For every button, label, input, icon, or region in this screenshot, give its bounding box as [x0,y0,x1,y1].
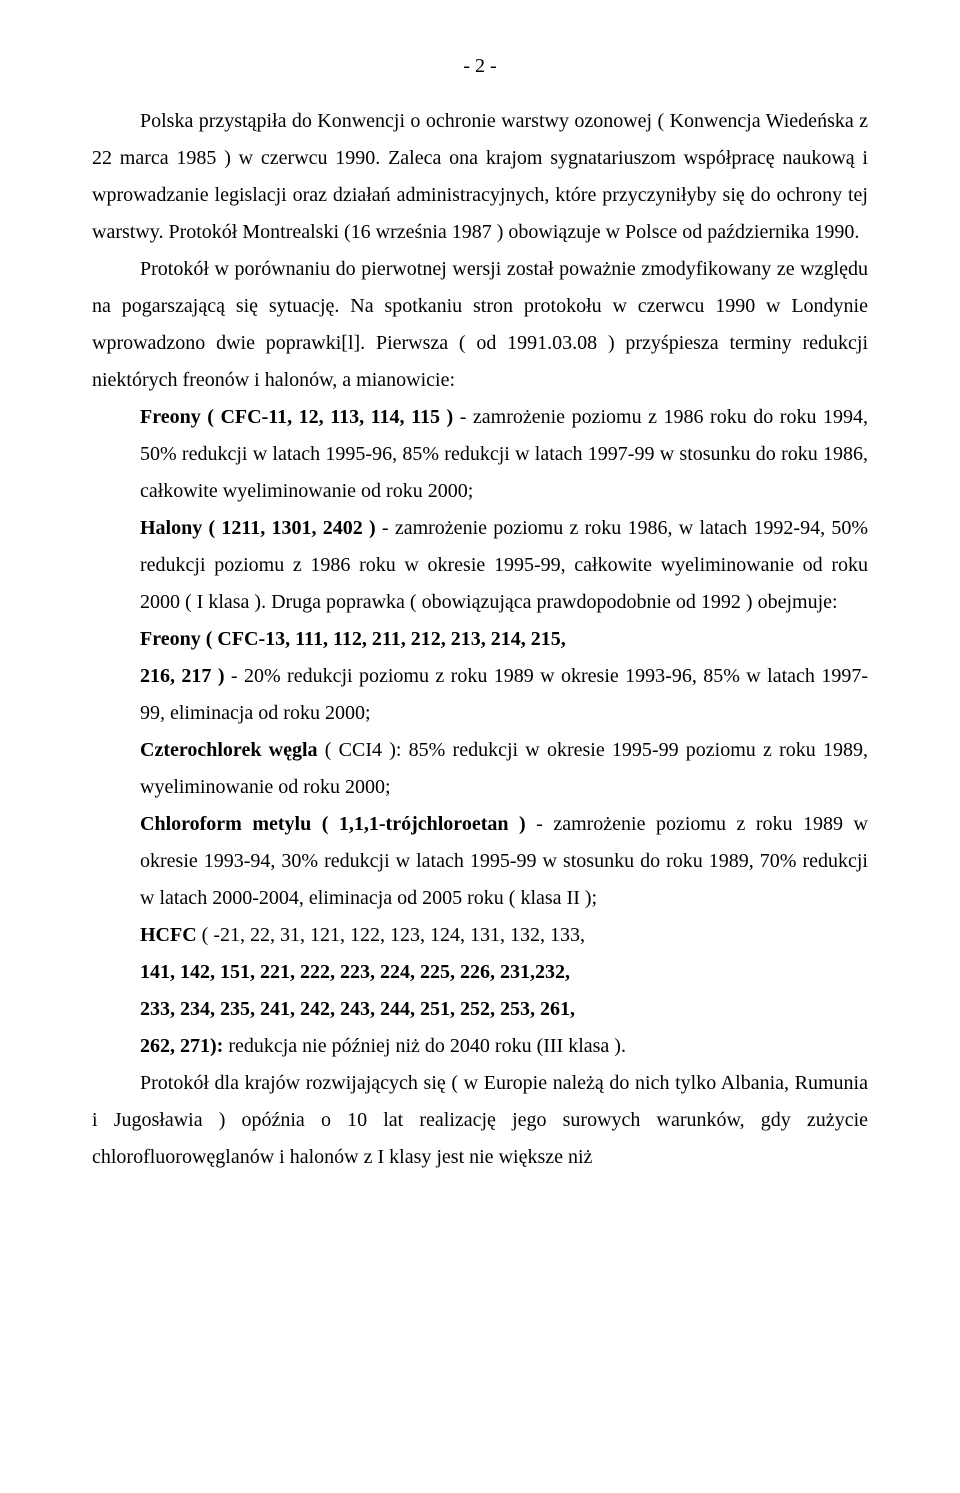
list-item-hcfc: HCFC ( -21, 22, 31, 121, 122, 123, 124, … [92,917,868,954]
list-item-chloroform: Chloroform metylu ( 1,1,1-trójchloroetan… [92,806,868,917]
halony-label: Halony ( 1211, 1301, 2402 ) [140,517,376,539]
hcfc-line2: 141, 142, 151, 221, 222, 223, 224, 225, … [92,954,868,991]
list-item-halony: Halony ( 1211, 1301, 2402 ) - zamrożenie… [92,510,868,621]
chloroform-label: Chloroform metylu ( 1,1,1-trójchloroetan… [140,813,526,835]
list-item-freony2: Freony ( CFC-13, 111, 112, 211, 212, 213… [92,621,868,658]
hcfc-line3: 233, 234, 235, 241, 242, 243, 244, 251, … [92,991,868,1028]
hcfc-rest1: ( -21, 22, 31, 121, 122, 123, 124, 131, … [197,924,585,946]
hcfc-line4: 262, 271): redukcja nie później niż do 2… [92,1028,868,1065]
body-paragraph: Protokół w porównaniu do pierwotnej wers… [92,251,868,399]
hcfc-line4-bold: 262, 271): [140,1035,223,1057]
freony-label: Freony ( CFC-11, 12, 113, 114, 115 ) [140,406,453,428]
page-number: - 2 - [92,48,868,85]
hcfc-label: HCFC [140,924,197,946]
ccl4-label: Czterochlorek węgla [140,739,318,761]
document-page: - 2 - Polska przystąpiła do Konwencji o … [0,0,960,1493]
freony2-line2: 216, 217 ) [140,665,224,687]
freony2-text: - 20% redukcji poziomu z roku 1989 w okr… [140,665,868,724]
list-item-freony2-cont: 216, 217 ) - 20% redukcji poziomu z roku… [92,658,868,732]
hcfc-line4-rest: redukcja nie później niż do 2040 roku (I… [223,1035,626,1057]
list-item-freony: Freony ( CFC-11, 12, 113, 114, 115 ) - z… [92,399,868,510]
body-paragraph-albania: Protokół dla krajów rozwijających się ( … [92,1065,868,1176]
freony2-label: Freony ( CFC-13, 111, 112, 211, 212, 213… [140,628,566,650]
list-item-ccl4: Czterochlorek węgla ( CCI4 ): 85% redukc… [92,732,868,806]
ccl4-paren: ( CCI4 ): [318,739,409,761]
body-paragraph: Polska przystąpiła do Konwencji o ochron… [92,103,868,251]
